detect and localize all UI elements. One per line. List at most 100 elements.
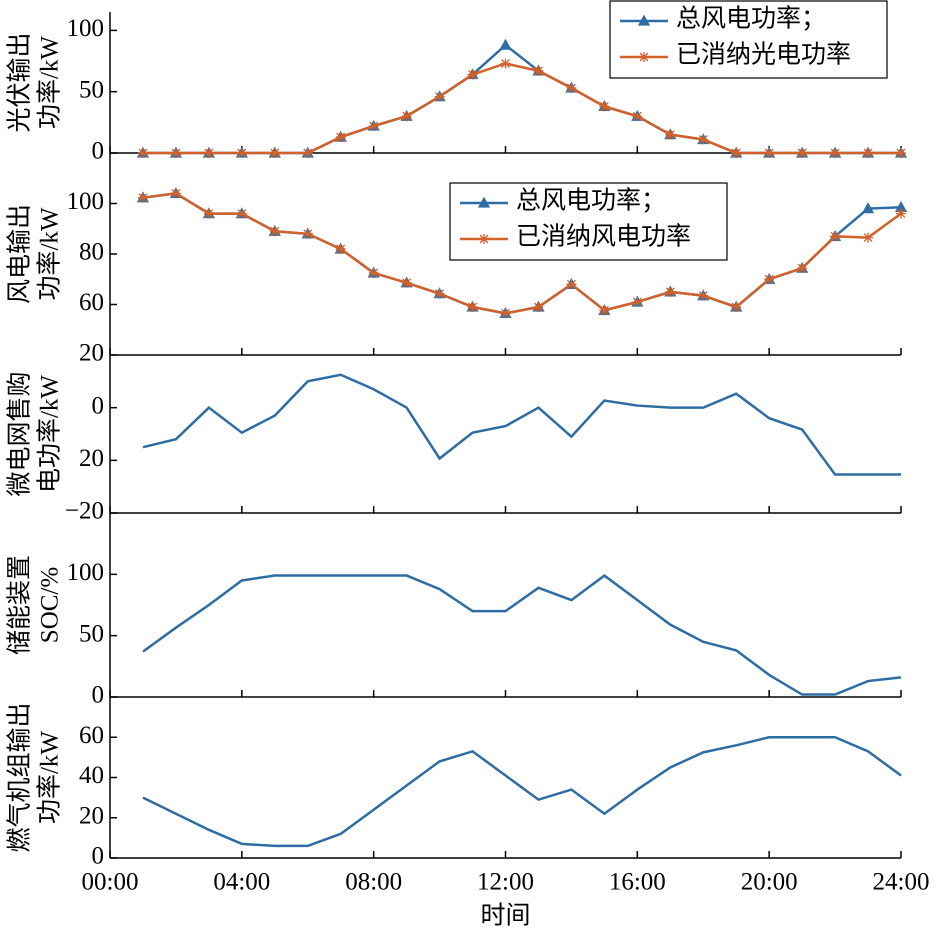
y-tick-label: 0 xyxy=(92,138,105,165)
y-tick-label: 50 xyxy=(79,620,104,647)
x-tick-label: 12:00 xyxy=(477,869,534,896)
x-tick-label: 20:00 xyxy=(741,869,798,896)
marker xyxy=(632,296,643,307)
marker xyxy=(698,290,709,301)
y-axis-label: 燃气机组输出 xyxy=(6,702,34,852)
marker xyxy=(467,69,478,80)
marker xyxy=(434,91,445,102)
marker xyxy=(269,148,280,158)
marker xyxy=(566,83,577,94)
marker xyxy=(335,132,346,143)
marker xyxy=(830,148,841,158)
y-axis-label: 功率/kW xyxy=(36,207,64,300)
x-tick-label: 00:00 xyxy=(82,869,139,896)
y-tick-label: 20 xyxy=(79,445,104,472)
series-line xyxy=(142,373,901,476)
legend-marker xyxy=(479,234,489,244)
y-tick-label: 0 xyxy=(92,682,105,709)
y-axis-label: SOC/% xyxy=(37,567,64,643)
legend-label: 已消纳风电功率 xyxy=(516,223,691,251)
y-tick-label: −20 xyxy=(65,498,104,525)
y-tick-label: 100 xyxy=(67,15,105,42)
marker xyxy=(137,148,148,158)
legend-marker xyxy=(477,196,491,208)
y-tick-label: 60 xyxy=(79,722,104,749)
marker xyxy=(665,129,676,140)
marker xyxy=(170,148,181,158)
marker xyxy=(863,232,874,243)
legend-label: 总风电功率； xyxy=(676,5,826,33)
legend-box xyxy=(609,0,888,79)
y-tick-label: 40 xyxy=(79,762,104,789)
marker xyxy=(203,208,214,219)
marker xyxy=(533,302,544,313)
y-axis-label: 储能装置 xyxy=(6,555,34,655)
marker xyxy=(665,286,676,297)
marker xyxy=(764,148,775,158)
marker xyxy=(170,188,181,199)
marker xyxy=(368,267,379,278)
x-tick-label: 16:00 xyxy=(609,869,666,896)
y-axis-label: 风电输出 xyxy=(6,204,34,304)
marker xyxy=(731,148,742,158)
legend-box xyxy=(449,182,728,261)
marker xyxy=(861,202,875,214)
y-tick-label: 100 xyxy=(67,188,105,215)
y-tick-label: 0 xyxy=(92,392,105,419)
y-tick-label: 0 xyxy=(92,843,105,870)
marker xyxy=(797,263,808,274)
marker xyxy=(302,228,313,239)
series-line xyxy=(142,574,902,696)
marker xyxy=(797,148,808,158)
series-line xyxy=(142,192,902,315)
marker xyxy=(434,288,445,299)
y-tick-label: 50 xyxy=(79,76,104,103)
marker xyxy=(401,277,412,288)
marker xyxy=(335,243,346,254)
marker xyxy=(302,148,313,158)
marker xyxy=(731,302,742,313)
x-tick-label: 24:00 xyxy=(873,869,930,896)
y-axis-label: 微电网售购 xyxy=(6,371,34,496)
series-line xyxy=(142,736,902,848)
legend-label: 总风电功率； xyxy=(516,187,666,215)
marker xyxy=(236,148,247,158)
marker xyxy=(467,302,478,313)
y-tick-label: 80 xyxy=(79,239,104,266)
legend-label: 已消纳光电功率 xyxy=(676,41,851,69)
marker xyxy=(599,305,610,316)
marker xyxy=(499,38,512,50)
legend-marker xyxy=(639,52,649,62)
y-tick-label: 60 xyxy=(79,289,104,316)
y-tick-label: 20 xyxy=(79,340,104,367)
marker xyxy=(566,279,577,290)
marker xyxy=(698,134,709,145)
marker xyxy=(203,148,214,158)
marker xyxy=(500,58,511,69)
marker xyxy=(236,208,247,219)
marker xyxy=(830,231,841,242)
legend-marker xyxy=(637,14,651,26)
marker xyxy=(632,111,643,122)
marker xyxy=(500,308,511,319)
marker xyxy=(533,65,544,76)
y-tick-label: 100 xyxy=(67,559,105,586)
marker xyxy=(863,148,874,158)
marker xyxy=(896,148,906,158)
x-axis-label: 时间 xyxy=(480,902,530,930)
marker xyxy=(401,111,412,122)
y-axis-label: 功率/kW xyxy=(36,36,64,129)
marker xyxy=(599,101,610,112)
y-axis-label: 电功率/kW xyxy=(36,375,64,493)
x-tick-label: 08:00 xyxy=(345,869,402,896)
series-line xyxy=(142,62,901,155)
x-tick-label: 04:00 xyxy=(213,869,270,896)
y-tick-label: 20 xyxy=(79,802,104,829)
marker xyxy=(269,226,280,237)
marker xyxy=(764,274,775,285)
y-axis-label: 光伏输出 xyxy=(6,32,34,132)
marker xyxy=(368,121,379,132)
marker xyxy=(137,192,148,203)
y-axis-label: 功率/kW xyxy=(36,731,64,824)
